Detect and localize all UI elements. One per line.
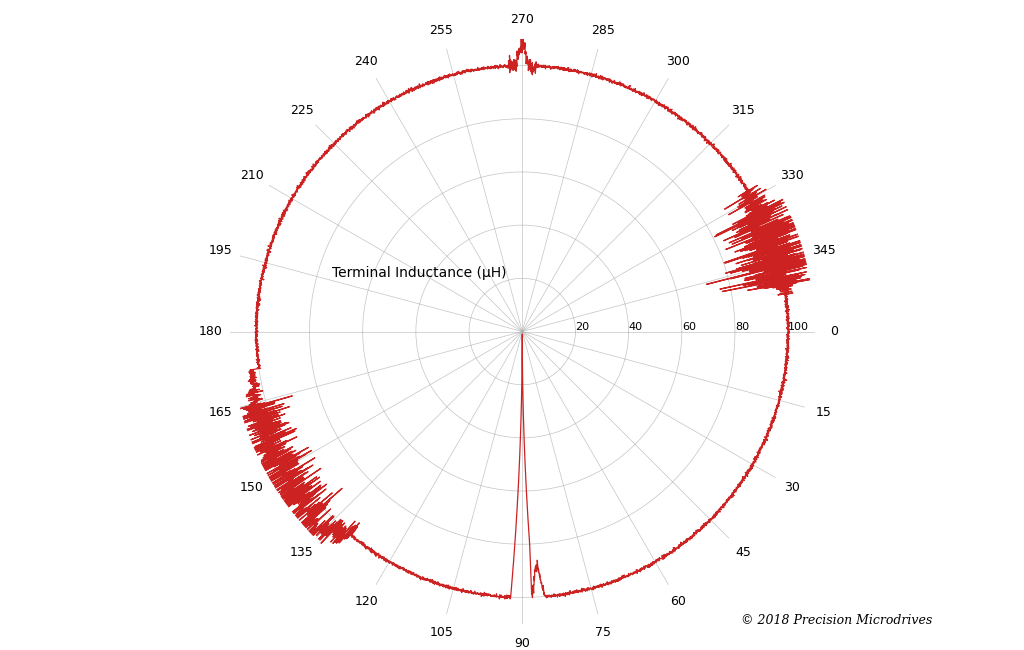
Text: Terminal Inductance (μH): Terminal Inductance (μH)	[332, 266, 506, 280]
Text: © 2018 Precision Microdrives: © 2018 Precision Microdrives	[740, 614, 932, 627]
